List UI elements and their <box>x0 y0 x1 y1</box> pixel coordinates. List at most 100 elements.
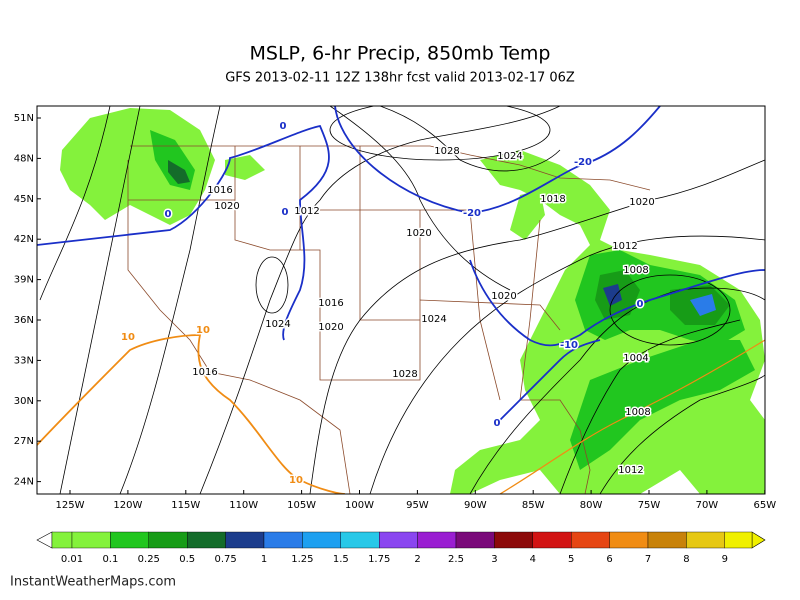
map-frame <box>36 105 766 495</box>
lat-label: 39N <box>14 275 34 286</box>
contour-label: 1008 <box>623 265 648 276</box>
colorbar-label: 0.75 <box>214 554 236 565</box>
colorbar-swatch <box>686 531 726 549</box>
contour-label: 1024 <box>421 314 446 325</box>
contour-label: 10 <box>289 475 303 486</box>
lat-label: 24N <box>14 477 34 488</box>
contour-label: 1012 <box>618 465 643 476</box>
colorbar-label: 0.01 <box>61 554 83 565</box>
colorbar-swatch <box>532 531 572 549</box>
lon-label: 75W <box>638 500 661 511</box>
contour-label: 1012 <box>612 241 637 252</box>
colorbar-label: 3 <box>491 554 497 565</box>
lat-label: 45N <box>14 194 34 205</box>
contour-label: 10 <box>121 332 135 343</box>
contour-label: 1016 <box>318 298 343 309</box>
lat-label: 42N <box>14 234 34 245</box>
contour-label: 1028 <box>392 369 417 380</box>
lat-label: 27N <box>14 436 34 447</box>
lon-label: 125W <box>56 500 85 511</box>
contour-label: 10 <box>196 325 210 336</box>
colorbar-label: 0.5 <box>179 554 195 565</box>
colorbar-label: 0.1 <box>102 554 118 565</box>
contour-label: 0 <box>494 418 501 429</box>
lon-label: 80W <box>580 500 603 511</box>
lat-label: 33N <box>14 355 34 366</box>
lon-label: 120W <box>113 500 142 511</box>
isobars <box>39 106 765 494</box>
colorbar-label: 1.5 <box>333 554 349 565</box>
lon-label: 115W <box>171 500 200 511</box>
colorbar-swatch <box>571 531 610 549</box>
contour-label: -10 <box>560 340 578 351</box>
lon-label: 90W <box>464 500 487 511</box>
contour-label: 1028 <box>434 146 459 157</box>
temperature-contours <box>37 106 765 494</box>
contour-label: 1024 <box>265 319 290 330</box>
contour-label: 1020 <box>214 201 239 212</box>
colorbar-label: 5 <box>568 554 574 565</box>
colorbar-label: 0.25 <box>138 554 160 565</box>
lat-label: 51N <box>14 113 34 124</box>
colorbar-swatch <box>71 531 111 549</box>
colorbar-swatch <box>225 531 265 549</box>
contour-label: 0 <box>165 209 172 220</box>
contour-label: 1020 <box>491 291 516 302</box>
map-area: 51N 48N 45N 42N 39N 36N 33N 30N 27N 24N 125W 120W 11… <box>14 105 776 511</box>
contour-label: 1016 <box>207 185 232 196</box>
contour-label: -20 <box>574 157 592 168</box>
colorbar-swatch <box>110 531 150 549</box>
contour-label: 1008 <box>625 407 650 418</box>
lon-label: 105W <box>287 500 316 511</box>
contour-label: 0 <box>280 121 287 132</box>
contour-label: 0 <box>282 207 289 218</box>
colorbar-swatch <box>494 531 533 549</box>
colorbar-swatch <box>379 531 418 549</box>
colorbar-label: 4 <box>530 554 536 565</box>
colorbar-swatch <box>51 531 73 549</box>
contour-label: 1004 <box>623 353 648 364</box>
colorbar-label: 1.75 <box>368 554 390 565</box>
subtitle: GFS 2013-02-11 12Z 138hr fcst valid 2013… <box>225 71 575 86</box>
contour-label: 1020 <box>629 197 654 208</box>
lat-label: 36N <box>14 315 34 326</box>
lon-label: 65W <box>753 500 776 511</box>
lat-label: 30N <box>14 396 34 407</box>
lon-label: 85W <box>522 500 545 511</box>
colorbar-label: 6 <box>606 554 612 565</box>
lon-label: 70W <box>696 500 719 511</box>
colorbar-swatch <box>609 531 649 549</box>
contour-label: 1012 <box>294 206 319 217</box>
contour-label: 1016 <box>192 367 217 378</box>
contour-label: -20 <box>463 208 481 219</box>
lon-label: 100W <box>345 500 374 511</box>
colorbar: 0.01 0.1 0.25 0.5 0.75 1 1.25 1.5 1.75 2 2.5 3 4 5 6 7 8… <box>36 531 766 565</box>
colorbar-swatch <box>263 531 303 549</box>
precip <box>60 108 765 494</box>
contour-label: 1020 <box>406 228 431 239</box>
contour-label: 1020 <box>318 322 343 333</box>
map-labels: 51N 48N 45N 42N 39N 36N 33N 30N 27N 24N 125W 120W 11… <box>14 113 776 511</box>
colorbar-swatch <box>724 531 753 549</box>
colorbar-swatch <box>186 531 226 549</box>
contour-label: 0 <box>637 299 644 310</box>
colorbar-swatch <box>340 531 380 549</box>
colorbar-label: 9 <box>722 554 728 565</box>
footer: InstantWeatherMaps.com <box>10 575 176 590</box>
colorbar-label: 1.25 <box>291 554 313 565</box>
lon-label: 95W <box>406 500 429 511</box>
contour-label: 1018 <box>540 194 565 205</box>
colorbar-label: 2 <box>414 554 420 565</box>
lon-label: 110W <box>229 500 258 511</box>
lat-label: 48N <box>14 153 34 164</box>
colorbar-label: 1 <box>261 554 267 565</box>
colorbar-swatch <box>455 531 495 549</box>
colorbar-swatch <box>417 531 457 549</box>
colorbar-label: 7 <box>645 554 651 565</box>
colorbar-label: 2.5 <box>448 554 464 565</box>
colorbar-swatch <box>148 531 188 549</box>
colorbar-swatch <box>647 531 687 549</box>
colorbar-label: 8 <box>683 554 689 565</box>
title: MSLP, 6-hr Precip, 850mb Temp <box>250 43 551 65</box>
